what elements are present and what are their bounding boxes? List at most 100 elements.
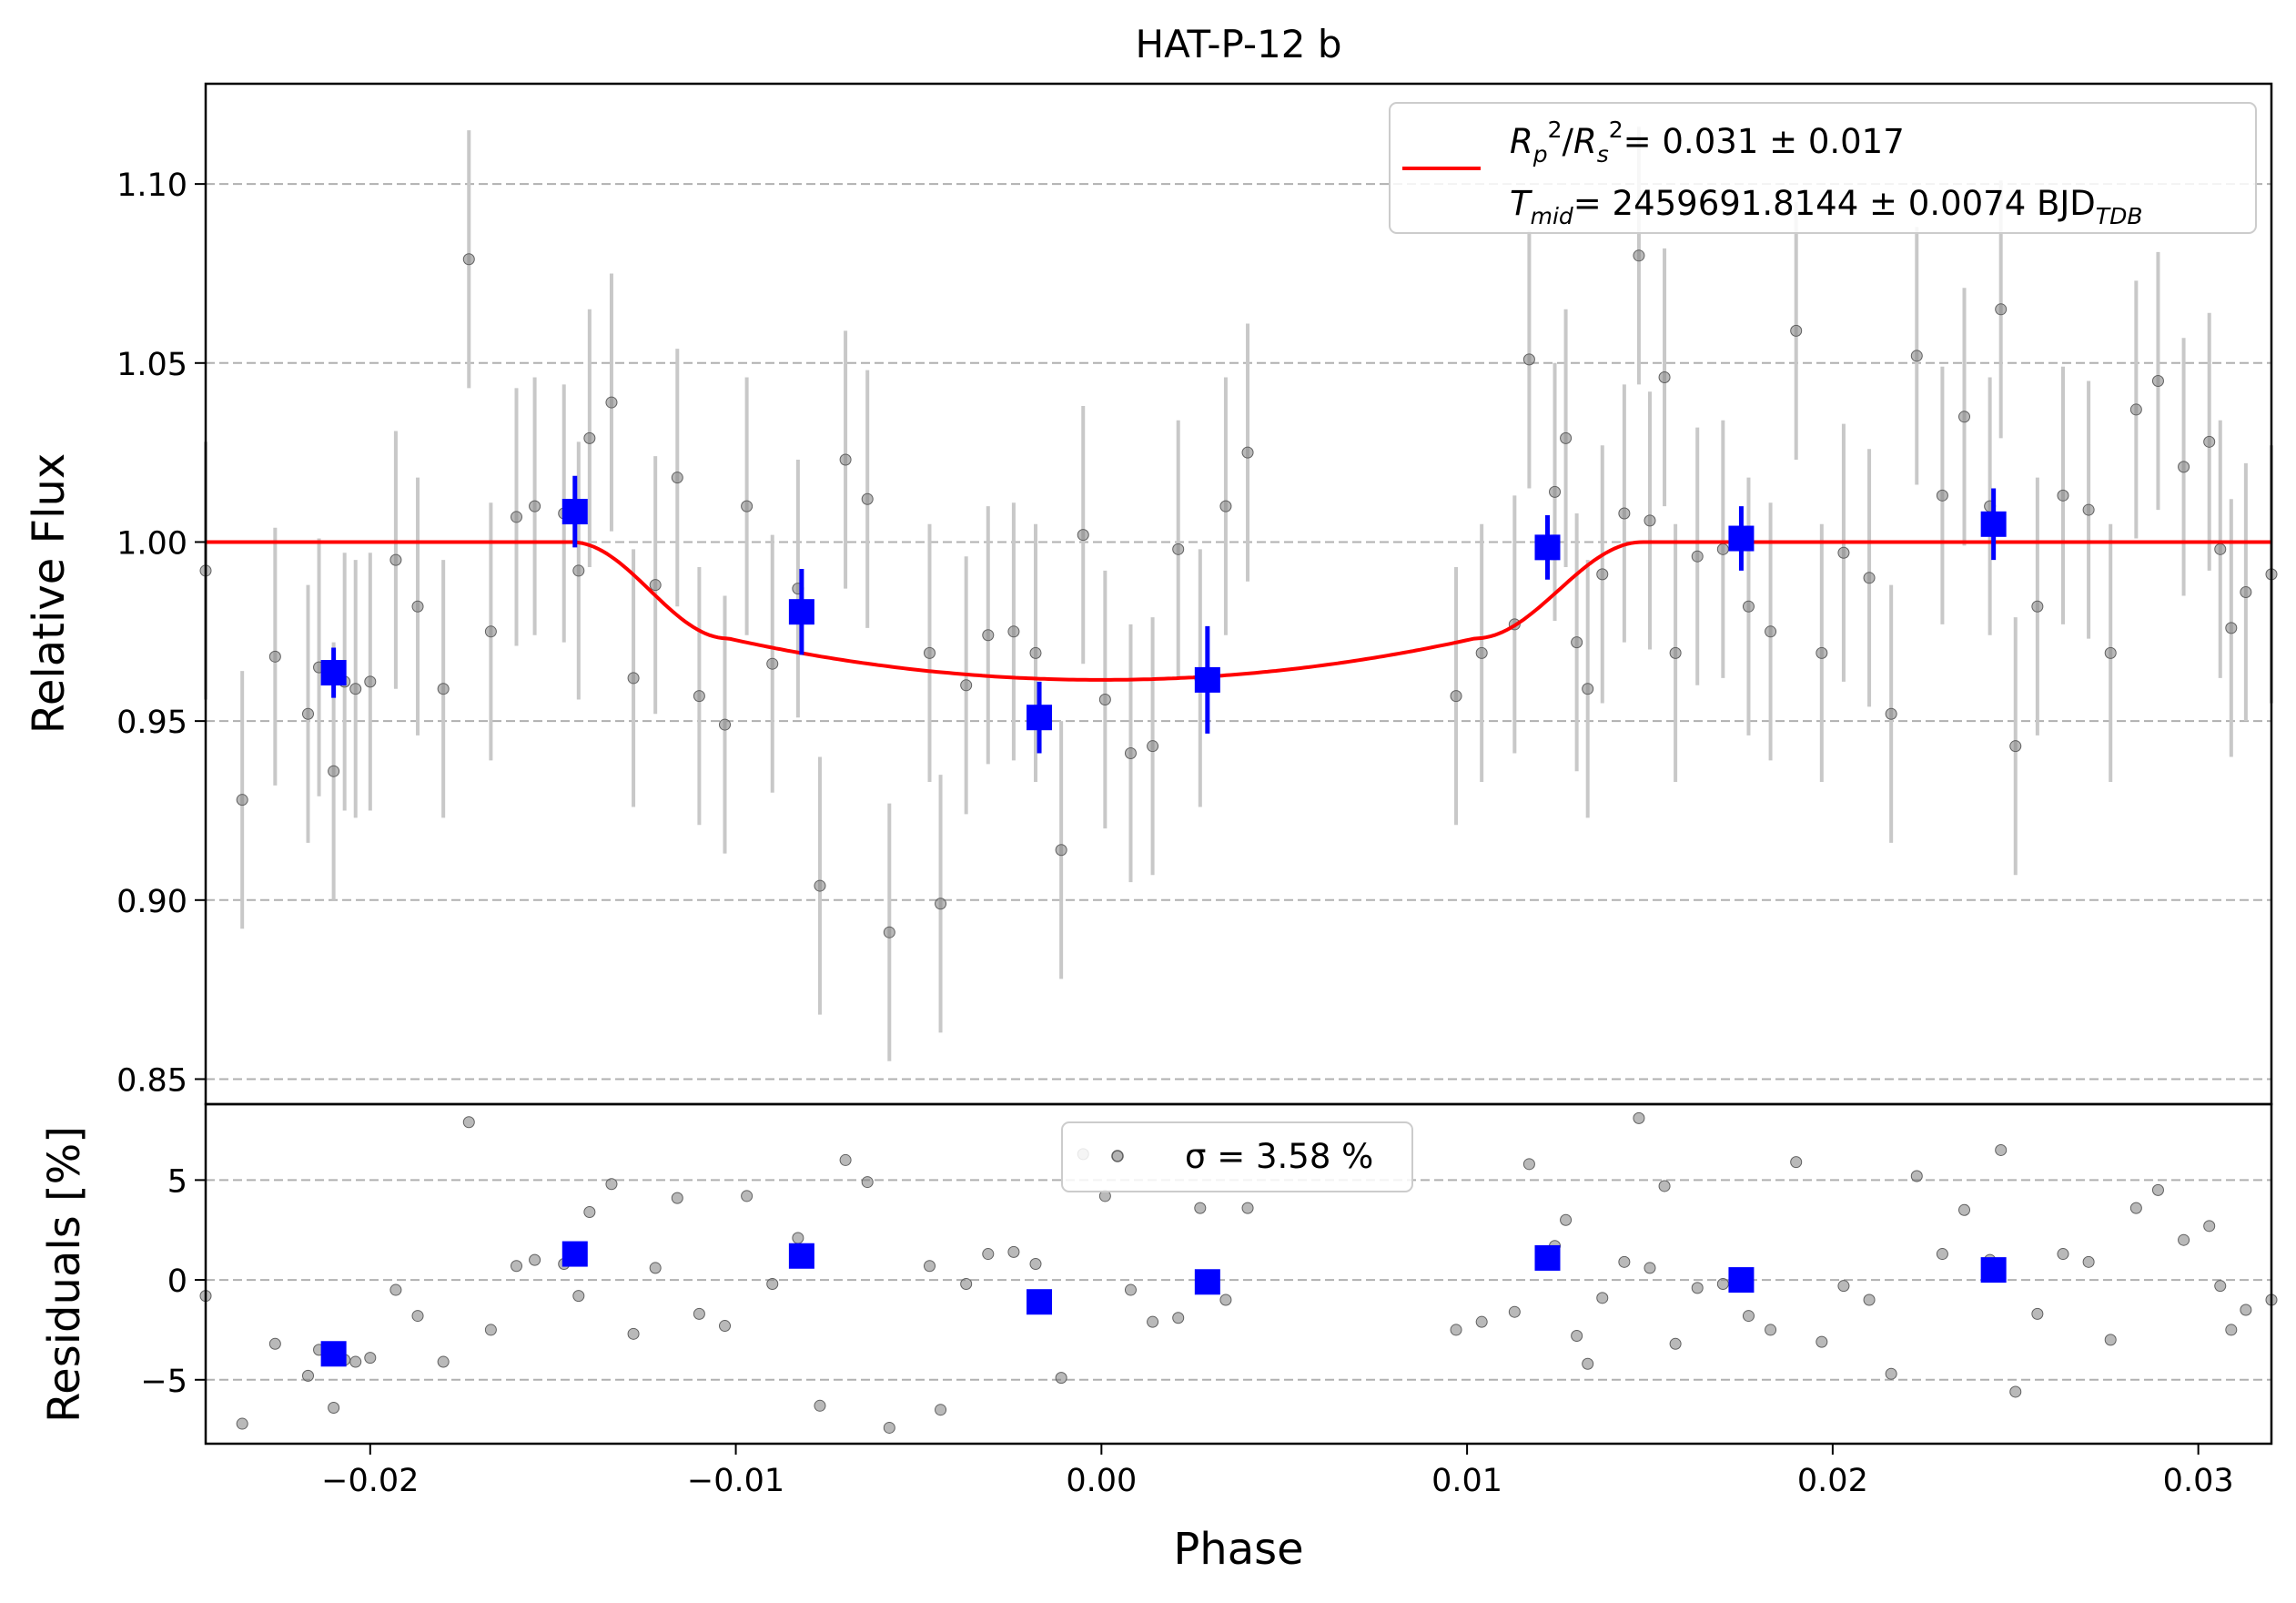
residual-raw-point xyxy=(2104,1334,2117,1346)
transit-raw-point xyxy=(1029,646,1042,659)
residual-raw-point xyxy=(1029,1258,1042,1271)
transit-raw-point xyxy=(1716,543,1729,555)
residual-raw-point xyxy=(462,1116,475,1129)
residual-raw-point xyxy=(583,1205,596,1218)
transit-binned-point xyxy=(1980,511,2007,537)
transit-binned-point xyxy=(1534,534,1561,561)
transit-raw-points xyxy=(199,127,2278,1061)
residual-binned-point xyxy=(1980,1257,2007,1283)
residual-raw-point xyxy=(389,1283,402,1296)
transit-raw-point xyxy=(1560,431,1573,444)
transit-y-tick-label: 0.95 xyxy=(116,705,187,741)
residual-raw-point xyxy=(1450,1324,1462,1336)
transit-raw-point xyxy=(1475,646,1488,659)
transit-raw-point xyxy=(1618,507,1631,520)
transit-raw-point xyxy=(1571,636,1583,649)
transit-raw-point xyxy=(437,683,450,695)
residual-raw-point xyxy=(605,1178,618,1191)
transit-raw-point xyxy=(2082,503,2095,516)
transit-raw-point xyxy=(364,675,377,688)
transit-binned-points xyxy=(320,475,2007,754)
residual-raw-point xyxy=(792,1232,804,1244)
residual-raw-point xyxy=(1508,1305,1521,1318)
residual-binned-point xyxy=(1534,1244,1561,1271)
legend-tmid-label: Tmid= 2459691.8144 ± 0.0074 BJDTDB xyxy=(1510,184,2142,229)
legend-rp-rs-label: Rp2/Rs2= 0.031 ± 0.017 xyxy=(1510,117,1905,167)
transit-binned-point xyxy=(320,660,347,686)
transit-raw-point xyxy=(1124,747,1137,760)
residual-raw-point xyxy=(2225,1324,2238,1336)
transit-raw-point xyxy=(671,472,683,484)
transit-raw-point xyxy=(389,553,402,566)
residual-raw-point xyxy=(741,1190,754,1202)
residual-binned-point xyxy=(561,1241,588,1267)
residual-raw-point xyxy=(1475,1315,1488,1328)
residual-raw-point xyxy=(1669,1337,1682,1350)
residual-raw-point xyxy=(1522,1158,1535,1171)
residual-raw-point xyxy=(2031,1307,2044,1320)
residual-raw-point xyxy=(719,1320,732,1333)
transit-raw-point xyxy=(1522,353,1535,366)
residual-raw-point xyxy=(268,1337,281,1350)
transit-binned-point xyxy=(1728,525,1755,552)
transit-raw-point xyxy=(935,898,947,910)
residual-y-tick-label: 0 xyxy=(167,1263,187,1300)
residual-raw-point xyxy=(935,1404,947,1416)
transit-raw-point xyxy=(741,500,754,512)
transit-raw-point xyxy=(2104,646,2117,659)
transit-raw-point xyxy=(1742,600,1755,613)
residual-y-tick-label: −5 xyxy=(140,1364,187,1400)
transit-raw-point xyxy=(2031,600,2044,613)
residual-raw-point xyxy=(1194,1202,1207,1214)
transit-raw-point xyxy=(605,396,618,409)
transit-y-tick-label: 1.05 xyxy=(116,347,187,383)
residual-raw-point xyxy=(1691,1282,1704,1294)
transit-raw-point xyxy=(1450,690,1462,703)
residual-raw-point xyxy=(2129,1202,2142,1214)
transit-raw-point xyxy=(1837,546,1850,559)
transit-raw-point xyxy=(960,679,973,692)
residual-binned-point xyxy=(788,1243,814,1269)
residual-raw-point xyxy=(1837,1280,1850,1293)
transit-raw-point xyxy=(511,511,523,523)
residual-raw-point xyxy=(2240,1304,2252,1316)
transit-raw-point xyxy=(1995,303,2008,316)
residual-binned-point xyxy=(1194,1269,1220,1295)
residual-raw-point xyxy=(1582,1357,1594,1370)
residual-raw-point xyxy=(1816,1335,1828,1348)
transit-raw-point xyxy=(627,672,640,685)
residual-binned-points xyxy=(320,1241,2007,1367)
transit-raw-point xyxy=(814,879,826,892)
transit-raw-point xyxy=(649,579,662,592)
transit-raw-point xyxy=(1582,683,1594,695)
transit-raw-point xyxy=(1669,646,1682,659)
transit-raw-point xyxy=(1077,529,1089,542)
residual-raw-point xyxy=(411,1310,424,1323)
transit-raw-point xyxy=(2225,622,2238,634)
transit-raw-point xyxy=(349,683,362,695)
residual-raw-point xyxy=(839,1153,852,1166)
residual-raw-point xyxy=(1055,1372,1067,1385)
residual-raw-point xyxy=(1241,1202,1254,1214)
transit-raw-point xyxy=(328,765,340,777)
residual-raw-point xyxy=(572,1290,585,1303)
x-ticks: −0.02 −0.01 0.00 0.01 0.02 0.03 xyxy=(321,1444,2234,1499)
transit-raw-point xyxy=(719,718,732,731)
residual-raw-point xyxy=(883,1421,895,1434)
residual-raw-point xyxy=(960,1277,973,1290)
transit-raw-point xyxy=(484,625,497,638)
x-tick-label: 0.02 xyxy=(1797,1463,1868,1499)
residual-binned-point xyxy=(1728,1267,1755,1294)
transit-raw-point xyxy=(1910,350,1923,362)
residual-raw-point xyxy=(529,1253,541,1266)
transit-raw-point xyxy=(1765,625,1777,638)
transit-raw-point xyxy=(236,794,248,807)
transit-raw-point xyxy=(1936,489,1948,502)
residual-raw-point xyxy=(693,1307,705,1320)
residual-raw-point xyxy=(627,1327,640,1340)
transit-raw-point xyxy=(1219,500,1232,512)
transit-raw-point xyxy=(2129,403,2142,416)
x-tick-label: 0.00 xyxy=(1066,1463,1137,1499)
transit-y-ticks: 0.85 0.90 0.95 1.00 1.05 1.10 xyxy=(116,167,206,1099)
